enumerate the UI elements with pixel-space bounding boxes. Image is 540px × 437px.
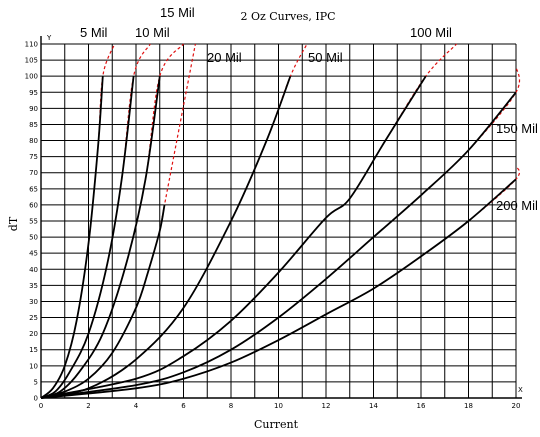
- y-tick-label: 95: [29, 89, 38, 97]
- tick-labels: 0 2 4 6 8 10 12 14 16 18 20 0 5 10 15 20 25 30 35 40 45 50 55 6…: [25, 41, 521, 411]
- measured-curve: [40, 204, 166, 399]
- y-tick-label: 5: [34, 378, 38, 386]
- y-tick-label: 70: [29, 169, 38, 177]
- y-tick-label: 65: [29, 185, 38, 193]
- measured-curve: [40, 76, 135, 399]
- series-labels: 5 Mil 10 Mil 15 Mil 20 Mil 50 Mil 100 Mil 150 …: [80, 5, 538, 213]
- y-tick-label: 35: [29, 282, 38, 290]
- measured-curve: [40, 75, 427, 399]
- series-label: 200 Mil: [496, 198, 538, 213]
- y-tick-label: 80: [29, 137, 38, 145]
- series-label: 15 Mil: [160, 5, 195, 20]
- y-tick-label: 0: [34, 395, 38, 403]
- ipc-fit-curve: [40, 166, 521, 399]
- y-tick-label: 75: [29, 153, 38, 161]
- y-tick-label: 85: [29, 121, 38, 129]
- x-tick-label: 0: [39, 402, 43, 410]
- series-label: 100 Mil: [410, 25, 452, 40]
- series-label: 50 Mil: [308, 50, 343, 65]
- y-tick-label: 15: [29, 346, 38, 354]
- y-tick-label: 25: [29, 314, 38, 322]
- x-axis-label: Current: [254, 418, 299, 431]
- measured-curve: [40, 178, 517, 399]
- y-tick-label: 20: [29, 330, 38, 338]
- x-tick-label: 2: [86, 402, 90, 410]
- x-tick-label: 20: [512, 402, 521, 410]
- chart-title: 2 Oz Curves, IPC: [240, 10, 335, 23]
- series-label: 10 Mil: [135, 25, 170, 40]
- y-tick-label: 60: [29, 201, 38, 209]
- x-tick-label: 6: [181, 402, 186, 410]
- x-tick-label: 10: [274, 402, 283, 410]
- series-label: 20 Mil: [207, 50, 242, 65]
- y-axis-end-label: Y: [46, 34, 52, 42]
- y-tick-label: 105: [25, 57, 38, 65]
- y-tick-label: 90: [29, 105, 38, 113]
- series-label: 5 Mil: [80, 25, 108, 40]
- grid: [40, 43, 517, 399]
- x-tick-label: 4: [134, 402, 139, 410]
- axes: [40, 36, 522, 399]
- y-tick-label: 110: [25, 41, 38, 49]
- y-tick-label: 100: [25, 73, 38, 81]
- y-tick-label: 45: [29, 250, 38, 258]
- y-axis-label: dT: [7, 216, 20, 231]
- y-tick-label: 40: [29, 266, 38, 274]
- measured-curve: [40, 76, 104, 399]
- measured-curve: [40, 91, 517, 399]
- y-tick-label: 10: [29, 362, 38, 370]
- measured-curve: [40, 76, 161, 399]
- y-tick-label: 30: [29, 298, 38, 306]
- series-label: 150 Mil: [496, 121, 538, 136]
- x-tick-label: 16: [417, 402, 426, 410]
- x-tick-label: 18: [464, 402, 473, 410]
- measured-curves: [40, 75, 517, 399]
- x-tick-label: 12: [322, 402, 331, 410]
- y-tick-label: 50: [29, 234, 38, 242]
- x-axis-end-label: X: [518, 386, 523, 394]
- x-tick-label: 14: [369, 402, 378, 410]
- x-tick-label: 8: [229, 402, 233, 410]
- y-tick-label: 55: [29, 218, 38, 226]
